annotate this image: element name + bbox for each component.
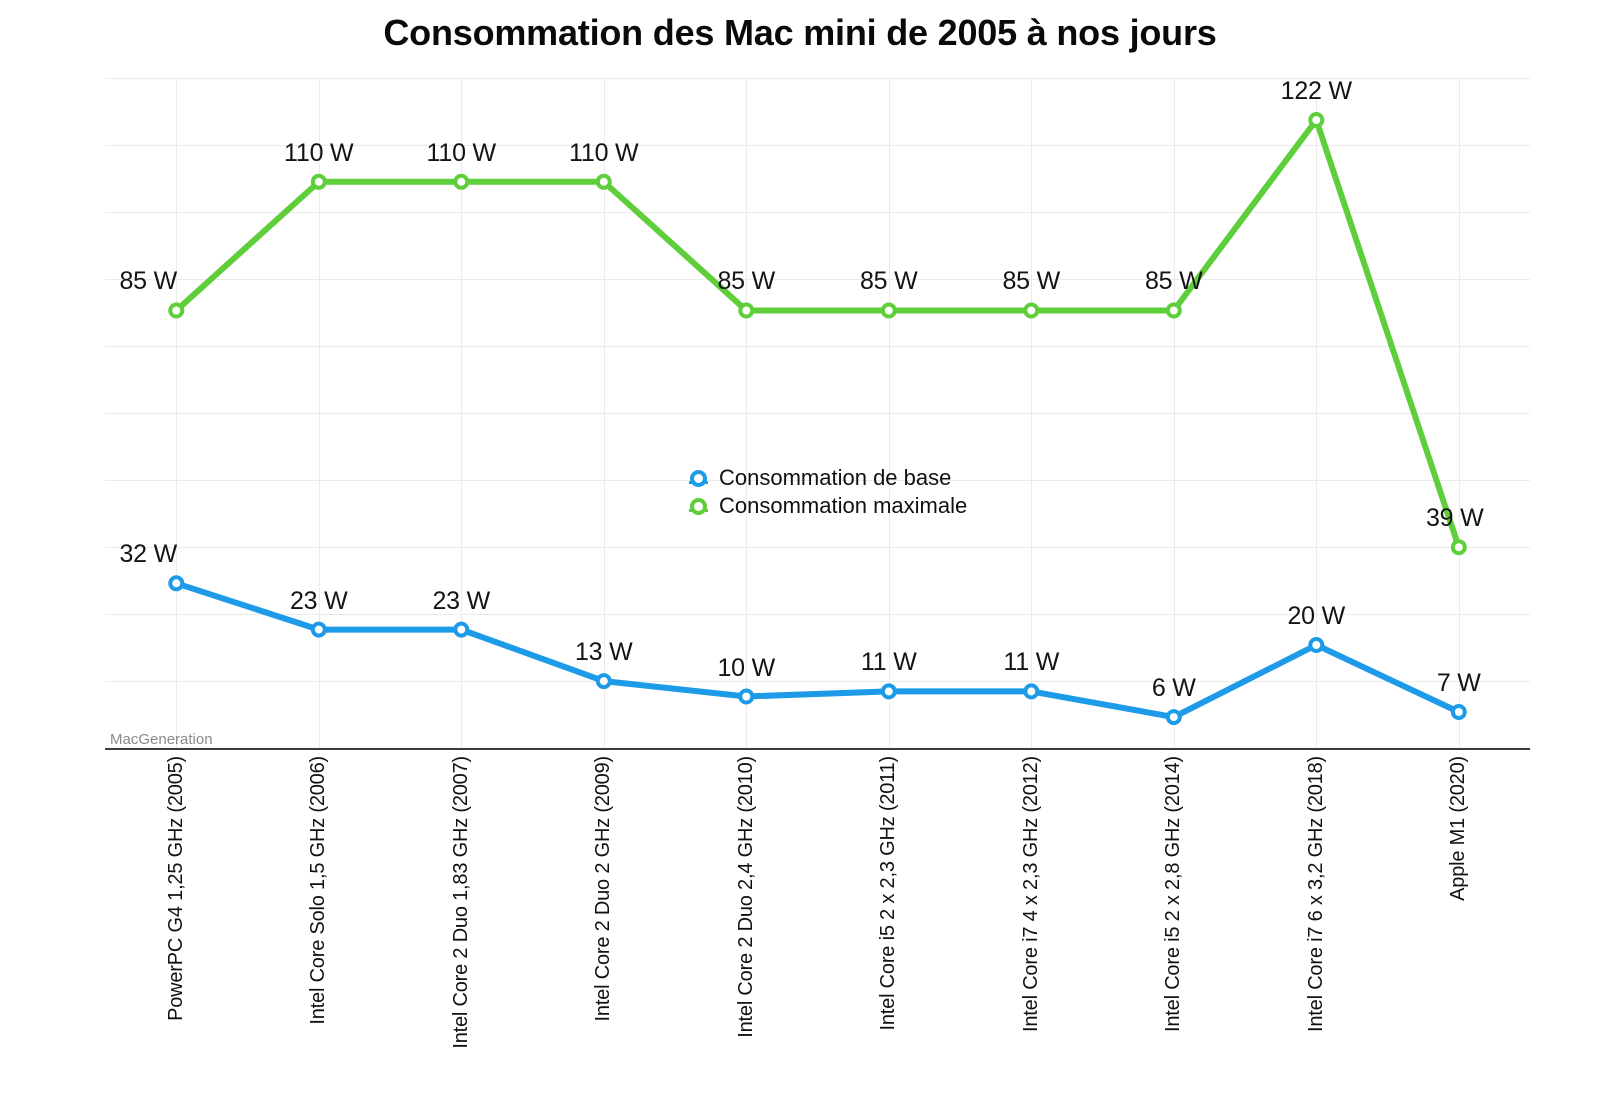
data-point-label: 110 W [569,138,639,167]
gridline-horizontal [105,547,1530,548]
gridline-horizontal [105,413,1530,414]
data-point-label: 85 W [1144,267,1203,296]
gridline-horizontal [105,212,1530,213]
x-tick-label: PowerPC G4 1,25 GHz (2005) [164,756,187,1021]
data-point-marker[interactable] [1308,637,1325,653]
series-line [173,117,1462,551]
series-line [173,580,1462,721]
x-axis-labels: PowerPC G4 1,25 GHz (2005) Intel Core Sol… [105,756,1530,1056]
data-point-label: 23 W [432,586,491,615]
data-point-label: 110 W [284,138,354,167]
gridline-horizontal [105,681,1530,682]
data-point-label: 85 W [717,267,776,296]
gridline-horizontal [105,78,1530,79]
data-point-marker[interactable] [738,302,755,319]
data-point-marker[interactable] [880,683,897,700]
data-point-label: 20 W [1287,602,1346,631]
x-tick-label: Intel Core i7 4 x 2,3 GHz (2012) [1019,756,1042,1032]
gridline-vertical [889,78,890,748]
gridline-vertical [1031,78,1032,748]
data-point-label: 10 W [717,653,776,682]
series-lines [168,112,1467,726]
x-tick-label: Apple M1 (2020) [1447,756,1470,901]
data-point-marker[interactable] [595,673,612,690]
data-point-label: 23 W [289,586,348,615]
legend-item-max[interactable]: Consommation maximale [689,493,968,518]
data-point-label: 85 W [859,267,918,296]
data-point-label: 11 W [860,648,917,677]
gridline-vertical [746,78,747,748]
chart-legend: Consommation de base Consommation maxima… [689,465,968,518]
data-point-marker[interactable] [310,621,327,638]
gridline-horizontal [105,346,1530,347]
data-point-marker[interactable] [1023,683,1040,700]
x-tick-label: Intel Core 2 Duo 1,83 GHz (2007) [449,756,472,1049]
data-point-marker[interactable] [1308,112,1325,128]
data-point-marker[interactable] [453,621,470,638]
data-point-label: 122 W [1280,77,1352,105]
gridline-vertical [1316,78,1317,748]
legend-item-base[interactable]: Consommation de base [689,465,967,490]
gridline-vertical [604,78,605,748]
data-point-label: 39 W [1425,504,1484,533]
data-point-label: 110 W [426,138,497,167]
x-tick-label: Intel Core 2 Duo 2,4 GHz (2010) [734,756,757,1038]
data-point-label: 85 W [1002,267,1061,296]
x-tick-label: Intel Core Solo 1,5 GHz (2006) [307,756,330,1025]
plot-area [105,78,1530,749]
data-point-marker[interactable] [310,173,327,190]
legend-label-max: Consommation maximale [719,493,968,518]
data-point-marker[interactable] [1165,302,1182,319]
legend-label-base: Consommation de base [719,465,952,490]
gridline-vertical [176,78,177,748]
data-point-marker[interactable] [168,575,185,592]
x-tick-label: Intel Core i5 2 x 2,8 GHz (2014) [1162,756,1185,1032]
x-tick-label: Intel Core 2 Duo 2 GHz (2009) [592,756,615,1022]
data-point-label: 6 W [1151,674,1196,703]
gridline-horizontal [105,279,1530,280]
data-point-label: 11 W [1003,648,1060,677]
data-point-label: 13 W [574,638,633,667]
gridline-vertical [1459,78,1460,748]
data-point-marker[interactable] [453,173,470,190]
data-point-marker[interactable] [880,302,897,319]
gridline-vertical [1174,78,1175,748]
data-point-marker[interactable] [1165,709,1182,726]
gridline-horizontal [105,614,1530,615]
chart-title: Consommation des Mac mini de 2005 à nos … [383,12,1217,53]
x-tick-label: Intel Core i5 2 x 2,3 GHz (2011) [877,756,900,1031]
data-point-label: 7 W [1436,668,1481,697]
x-axis-line [105,748,1530,750]
gridline-horizontal [105,145,1530,146]
data-point-label: 85 W [119,267,178,296]
gridline-horizontal [105,480,1530,481]
data-point-marker[interactable] [1450,704,1467,720]
data-point-marker[interactable] [1450,539,1467,556]
data-point-label: 32 W [119,540,178,569]
gridline-vertical [319,78,320,748]
watermark: MacGeneration [110,731,213,748]
legend-marker-base-icon [689,469,708,487]
x-tick-label: Intel Core i7 6 x 3,2 GHz (2018) [1304,756,1327,1032]
legend-marker-max-icon [689,497,708,515]
data-point-marker[interactable] [595,173,612,190]
data-point-marker[interactable] [168,302,185,319]
gridline-vertical [461,78,462,748]
data-point-marker[interactable] [1023,302,1040,319]
data-point-marker[interactable] [738,688,755,705]
